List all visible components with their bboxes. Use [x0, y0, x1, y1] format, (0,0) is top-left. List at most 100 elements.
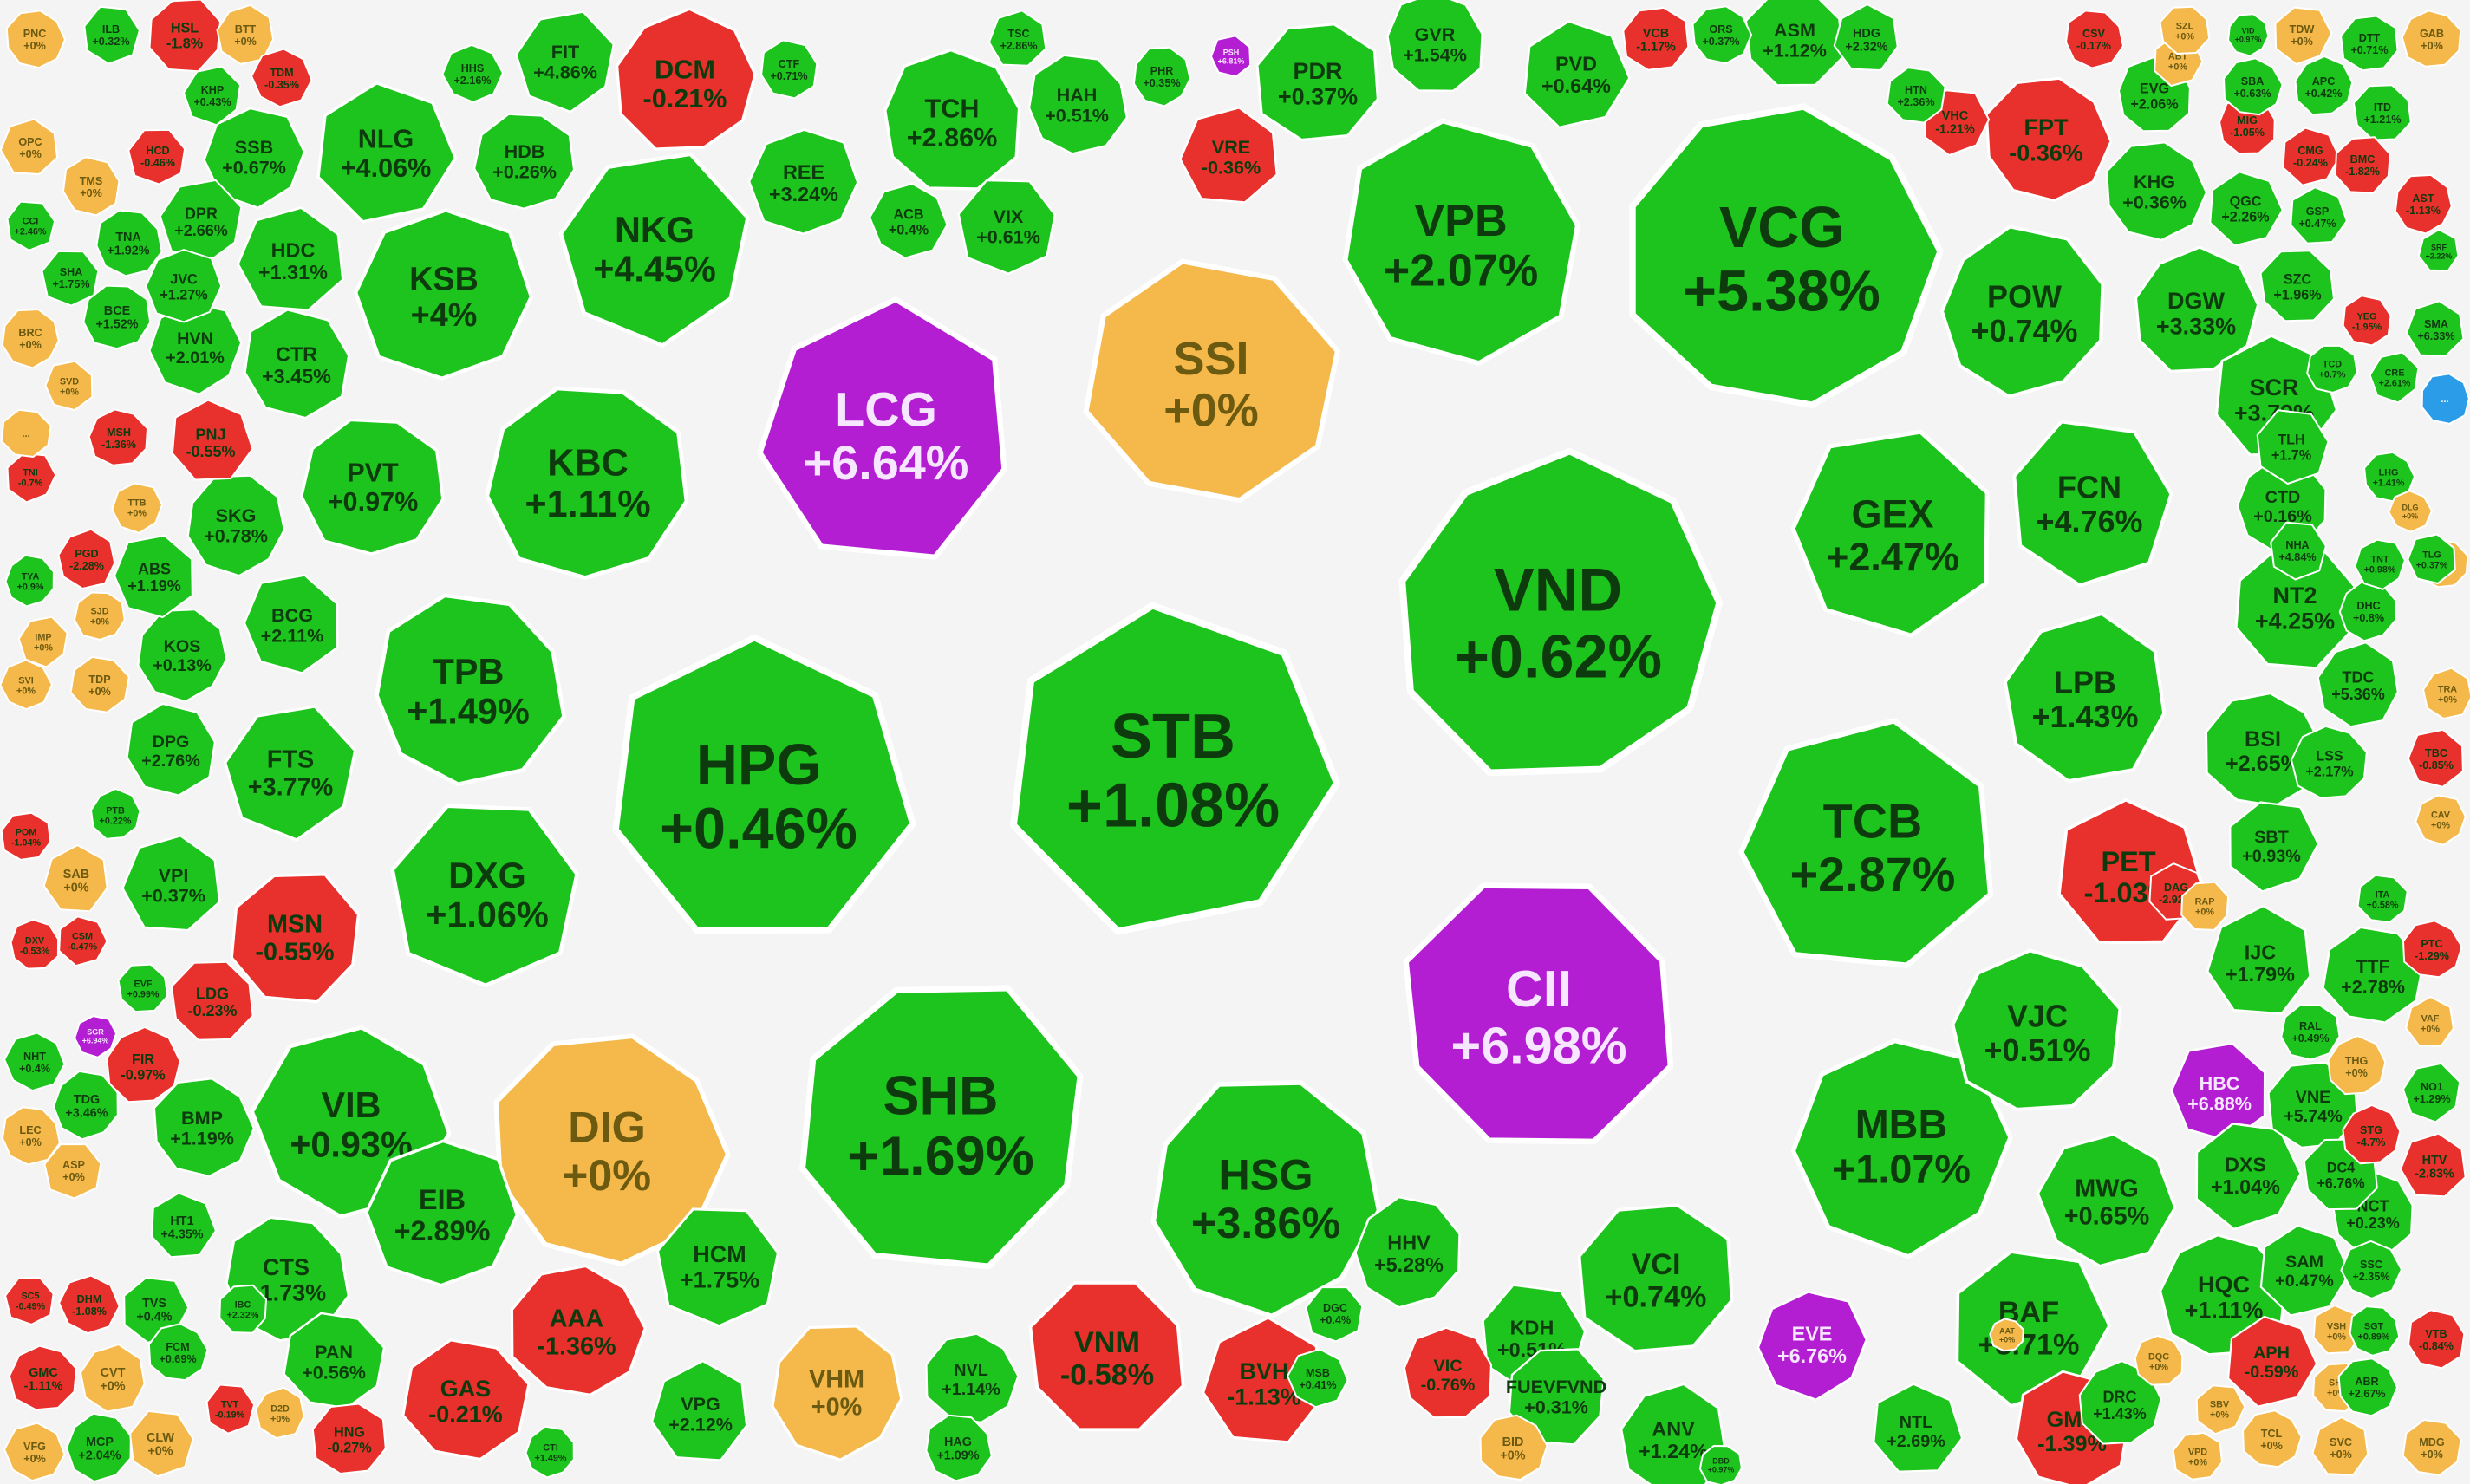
stock-cell-jvc[interactable]: JVC+1.27% [145, 249, 223, 323]
stock-cell-pgd[interactable]: PGD-2.28% [57, 528, 116, 589]
stock-cell-apc[interactable]: APC+0.42% [2294, 55, 2354, 116]
stock-cell-ttf[interactable]: TTF+2.78% [2322, 926, 2425, 1024]
stock-cell-szc[interactable]: SZC+1.96% [2259, 250, 2335, 322]
stock-cell-dxv[interactable]: DXV-0.53% [10, 919, 60, 970]
stock-cell-vnd[interactable]: VND+0.62% [1398, 447, 1724, 777]
stock-cell-gmc[interactable]: GMC-1.11% [8, 1344, 77, 1411]
stock-cell-szl[interactable]: SZL+0% [2159, 5, 2211, 55]
stock-cell-vtb[interactable]: VTB-0.84% [2408, 1309, 2466, 1370]
stock-cell-bsi[interactable]: BSI+2.65% [2205, 692, 2324, 808]
stock-cell-aat[interactable]: AAT+0% [1989, 1318, 2024, 1352]
stock-cell-ptc[interactable]: PTC-1.29% [2402, 920, 2463, 979]
stock-cell-vpb[interactable]: VPB+2.07% [1342, 118, 1580, 367]
stock-cell-pvt[interactable]: PVT+0.97% [300, 418, 445, 556]
stock-cell-mbb[interactable]: MBB+1.07% [1790, 1038, 2013, 1259]
stock-cell-bcg[interactable]: BCG+2.11% [243, 574, 339, 674]
stock-cell-pdr[interactable]: PDR+0.37% [1255, 23, 1379, 141]
stock-cell-sbt[interactable]: SBT+0.93% [2229, 801, 2319, 893]
stock-cell-dcm[interactable]: DCM-0.21% [615, 7, 757, 151]
stock-cell-ssc[interactable]: SSC+2.35% [2340, 1240, 2402, 1299]
stock-cell-gex[interactable]: GEX+2.47% [1790, 429, 1990, 638]
stock-cell-stg[interactable]: STG-4.7% [2342, 1104, 2402, 1165]
stock-cell-htn[interactable]: HTN+2.36% [1886, 67, 1946, 124]
stock-cell-bmc[interactable]: BMC-1.82% [2334, 136, 2391, 194]
stock-cell-acb[interactable]: ACB+0.4% [869, 183, 948, 259]
stock-cell-eve[interactable]: EVE+6.76% [1756, 1291, 1868, 1402]
stock-cell-thg[interactable]: THG+0% [2327, 1035, 2387, 1096]
stock-cell-sjd[interactable]: SJD+0% [74, 591, 126, 641]
stock-cell-hvn[interactable]: HVN+2.01% [148, 302, 243, 395]
stock-cell-fpt[interactable]: FPT-0.36% [1984, 76, 2113, 202]
stock-cell-ast[interactable]: AST-1.13% [2394, 173, 2453, 235]
stock-cell-ral[interactable]: RAL+0.49% [2280, 1004, 2341, 1061]
stock-cell-hng[interactable]: HNG-0.27% [311, 1403, 387, 1474]
stock-cell-pnj[interactable]: PNJ-0.55% [171, 399, 254, 481]
stock-cell-sbv[interactable]: SBV+0% [2195, 1384, 2246, 1435]
stock-cell-dig[interactable]: DIG+0% [493, 1033, 731, 1267]
stock-cell-vic[interactable]: VIC-0.76% [1403, 1326, 1493, 1419]
stock-cell-tlg[interactable]: TLG+0.37% [2407, 533, 2456, 584]
stock-cell-csv[interactable]: CSV-0.17% [2065, 10, 2124, 69]
stock-cell-sc5[interactable]: SC5-0.49% [4, 1277, 55, 1325]
stock-cell-tdm[interactable]: TDM-0.35% [251, 48, 313, 108]
stock-cell-cii[interactable]: CII+6.98% [1403, 882, 1674, 1145]
stock-cell-ctf[interactable]: CTF+0.71% [760, 39, 818, 100]
stock-cell-khg[interactable]: KHG+0.36% [2105, 140, 2208, 242]
stock-cell-aaa[interactable]: AAA-1.36% [510, 1264, 647, 1396]
stock-cell-vpd[interactable]: VPD+0% [2172, 1431, 2223, 1481]
stock-cell-pnc[interactable]: PNC+0% [5, 10, 66, 69]
stock-cell-tpb[interactable]: TPB+1.49% [375, 593, 566, 787]
stock-cell-kos[interactable]: KOS+0.13% [137, 609, 228, 703]
stock-cell-tdc[interactable]: TDC+5.36% [2317, 641, 2399, 728]
stock-cell-ree[interactable]: REE+3.24% [747, 128, 859, 236]
stock-cell-vsh[interactable]: VSH+0% [2312, 1305, 2363, 1355]
stock-cell-msb[interactable]: MSB+0.41% [1287, 1348, 1349, 1409]
stock-cell-dqc[interactable]: DQC+0% [2134, 1334, 2184, 1386]
stock-cell-hag[interactable]: HAG+1.09% [925, 1414, 993, 1482]
stock-cell-evf[interactable]: EVF+0.99% [117, 963, 169, 1013]
stock-cell-mwg[interactable]: MWG+0.65% [2036, 1132, 2177, 1268]
stock-cell-sam[interactable]: SAM+0.47% [2259, 1224, 2351, 1317]
stock-cell-fts[interactable]: FTS+3.77% [224, 705, 357, 842]
stock-cell-ptb[interactable]: PTB+0.22% [90, 788, 141, 840]
stock-cell-asp[interactable]: ASP+0% [43, 1143, 102, 1200]
stock-cell-sha[interactable]: SHA+1.75% [41, 250, 100, 307]
stock-cell-dtt[interactable]: DTT+0.71% [2340, 15, 2399, 72]
stock-cell-hpg[interactable]: HPG+0.46% [612, 634, 916, 934]
stock-cell-tya[interactable]: TYA+0.9% [4, 554, 55, 608]
stock-cell-gab[interactable]: GAB+0% [2401, 10, 2462, 68]
stock-cell-tch[interactable]: TCH+2.86% [883, 48, 1021, 191]
stock-cell-dhm[interactable]: DHM-1.08% [58, 1274, 121, 1335]
stock-cell-tsc[interactable]: TSC+2.86% [987, 10, 1047, 67]
stock-cell-brc[interactable]: BRC+0% [1, 309, 60, 369]
stock-cell-gsp[interactable]: GSP+0.47% [2290, 186, 2348, 244]
stock-cell-cre[interactable]: CRE+2.61% [2369, 351, 2420, 404]
stock-cell-vcg[interactable]: VCG+5.38% [1629, 103, 1944, 408]
stock-cell-nht[interactable]: NHT+0.4% [3, 1032, 66, 1092]
stock-cell-svc[interactable]: SVC+0% [2311, 1416, 2369, 1476]
stock-cell-vpg[interactable]: VPG+2.12% [650, 1359, 748, 1461]
stock-cell-kbc[interactable]: KBC+1.11% [485, 386, 689, 580]
stock-cell-nha[interactable]: NHA+4.84% [2270, 521, 2327, 581]
stock-cell-mcp[interactable]: MCP+2.04% [66, 1412, 132, 1483]
stock-cell-svi[interactable]: SVI+0% [0, 659, 53, 711]
stock-cell-csm[interactable]: CSM-0.47% [58, 915, 108, 967]
stock-cell-bmp[interactable]: BMP+1.19% [153, 1077, 256, 1178]
stock-cell-asm[interactable]: ASM+1.12% [1744, 0, 1844, 87]
stock-cell-cvt[interactable]: CVT+0% [80, 1344, 146, 1413]
stock-cell-ssi[interactable]: SSI+0% [1083, 258, 1340, 504]
stock-cell-hsg[interactable]: HSG+3.86% [1150, 1080, 1382, 1319]
stock-cell-vci[interactable]: VCI+0.74% [1577, 1203, 1734, 1353]
stock-cell-sgr[interactable]: SGR+6.94% [74, 1015, 118, 1058]
stock-cell-shb[interactable]: SHB+1.69% [799, 985, 1084, 1270]
stock-cell-cmg[interactable]: CMG-0.24% [2282, 127, 2341, 186]
stock-cell-fcn[interactable]: FCN+4.76% [2012, 420, 2173, 588]
stock-cell-ibc[interactable]: IBC+2.32% [218, 1284, 267, 1334]
stock-cell-tni[interactable]: TNI-0.7% [6, 452, 57, 504]
stock-cell-vjc[interactable]: VJC+0.51% [1951, 948, 2122, 1111]
stock-cell-ita[interactable]: ITA+0.58% [2356, 874, 2408, 923]
stock-cell-srf[interactable]: SRF+2.22% [2417, 229, 2460, 272]
stock-cell-tvt[interactable]: TVT-0.19% [205, 1383, 256, 1435]
stock-cell-tcl[interactable]: TCL+0% [2242, 1409, 2303, 1468]
stock-cell-d2d[interactable]: D2D+0% [255, 1386, 305, 1440]
